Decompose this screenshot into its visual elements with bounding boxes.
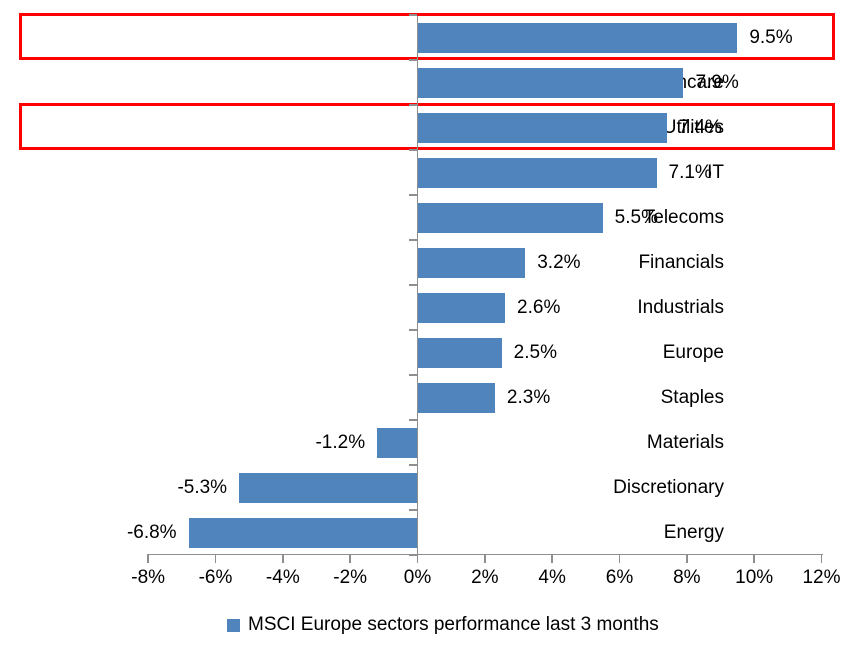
x-tick-label: 10%: [735, 567, 774, 588]
x-tick-label: -2%: [333, 567, 368, 588]
value-label-europe: 2.5%: [513, 341, 557, 363]
category-label-discretionary: Discretionary: [613, 476, 724, 498]
x-tick-label: -6%: [198, 567, 233, 588]
x-tick-label: 6%: [605, 567, 634, 588]
bar-industrials: [417, 292, 506, 323]
x-axis-tick: [416, 553, 419, 563]
value-label-real-estate: 9.5%: [749, 26, 793, 48]
category-axis-tick: [408, 239, 417, 241]
legend-marker-square: [227, 618, 240, 632]
x-axis-tick: [214, 553, 217, 563]
value-label-discretionary: -5.3%: [177, 476, 228, 498]
bar-utilities: [417, 112, 667, 143]
category-axis-tick: [408, 419, 417, 421]
category-label-it: IT: [707, 161, 724, 183]
value-label-telecoms: 5.5%: [614, 206, 658, 228]
category-label-financials: Financials: [638, 251, 724, 273]
x-axis-tick: [484, 553, 486, 563]
category-axis-tick: [408, 149, 417, 151]
x-axis-tick: [147, 553, 149, 563]
x-axis-tick: [551, 553, 553, 563]
x-tick-label: 2%: [471, 567, 499, 588]
category-axis-tick: [408, 284, 417, 286]
bar-healthcare: [417, 67, 684, 98]
bar-real-estate: [417, 22, 738, 53]
legend-label: MSCI Europe sectors performance last 3 m…: [248, 614, 659, 635]
highlight-box-utilities: [19, 103, 835, 150]
category-label-materials: Materials: [646, 431, 724, 453]
x-axis-tick: [282, 553, 284, 563]
bar-telecoms: [417, 202, 603, 233]
x-axis-tick: [753, 553, 755, 563]
x-tick-label: 12%: [802, 567, 841, 588]
category-label-telecoms: Telecoms: [643, 206, 724, 228]
x-axis-tick: [349, 553, 351, 563]
category-axis-tick: [408, 194, 417, 196]
bar-it: [417, 157, 657, 188]
category-label-europe: Europe: [662, 341, 724, 363]
category-axis-tick: [408, 104, 417, 106]
x-axis-tick: [686, 553, 688, 563]
value-label-utilities: 7.4%: [678, 116, 722, 138]
value-label-energy: -6.8%: [126, 521, 177, 543]
bar-financials: [417, 247, 526, 278]
category-label-utilities: Utilities: [662, 116, 724, 138]
category-axis-tick: [408, 329, 417, 331]
bar-materials: [377, 427, 418, 458]
category-label-industrials: Industrials: [637, 296, 724, 318]
value-label-financials: 3.2%: [537, 251, 581, 273]
x-tick-label: -8%: [131, 567, 166, 588]
value-label-industrials: 2.6%: [517, 296, 561, 318]
value-label-healthcare: 7.9%: [695, 71, 739, 93]
highlight-box-real-estate: [19, 13, 835, 60]
category-label-staples: Staples: [660, 386, 724, 408]
category-axis-tick: [408, 59, 417, 61]
bar-europe: [417, 337, 502, 368]
x-tick-label: -4%: [265, 567, 300, 588]
category-label-energy: Energy: [663, 521, 724, 543]
x-tick-label: 0%: [403, 567, 432, 588]
category-axis-tick: [408, 374, 417, 376]
x-tick-label: 8%: [673, 567, 701, 588]
value-label-materials: -1.2%: [315, 431, 366, 453]
value-label-it: 7.1%: [668, 161, 712, 183]
x-axis-tick: [820, 553, 823, 563]
category-axis-tick: [408, 509, 417, 511]
bar-discretionary: [239, 472, 418, 503]
category-axis-tick: [408, 464, 417, 466]
value-label-staples: 2.3%: [506, 386, 551, 408]
category-axis-tick: [408, 14, 417, 16]
bar-staples: [417, 382, 495, 413]
bar-energy: [188, 517, 418, 548]
y-axis-line: [416, 16, 419, 555]
x-axis-tick: [618, 553, 621, 563]
x-tick-label: 4%: [538, 567, 566, 588]
legend: MSCI Europe sectors performance last 3 m…: [227, 612, 659, 638]
